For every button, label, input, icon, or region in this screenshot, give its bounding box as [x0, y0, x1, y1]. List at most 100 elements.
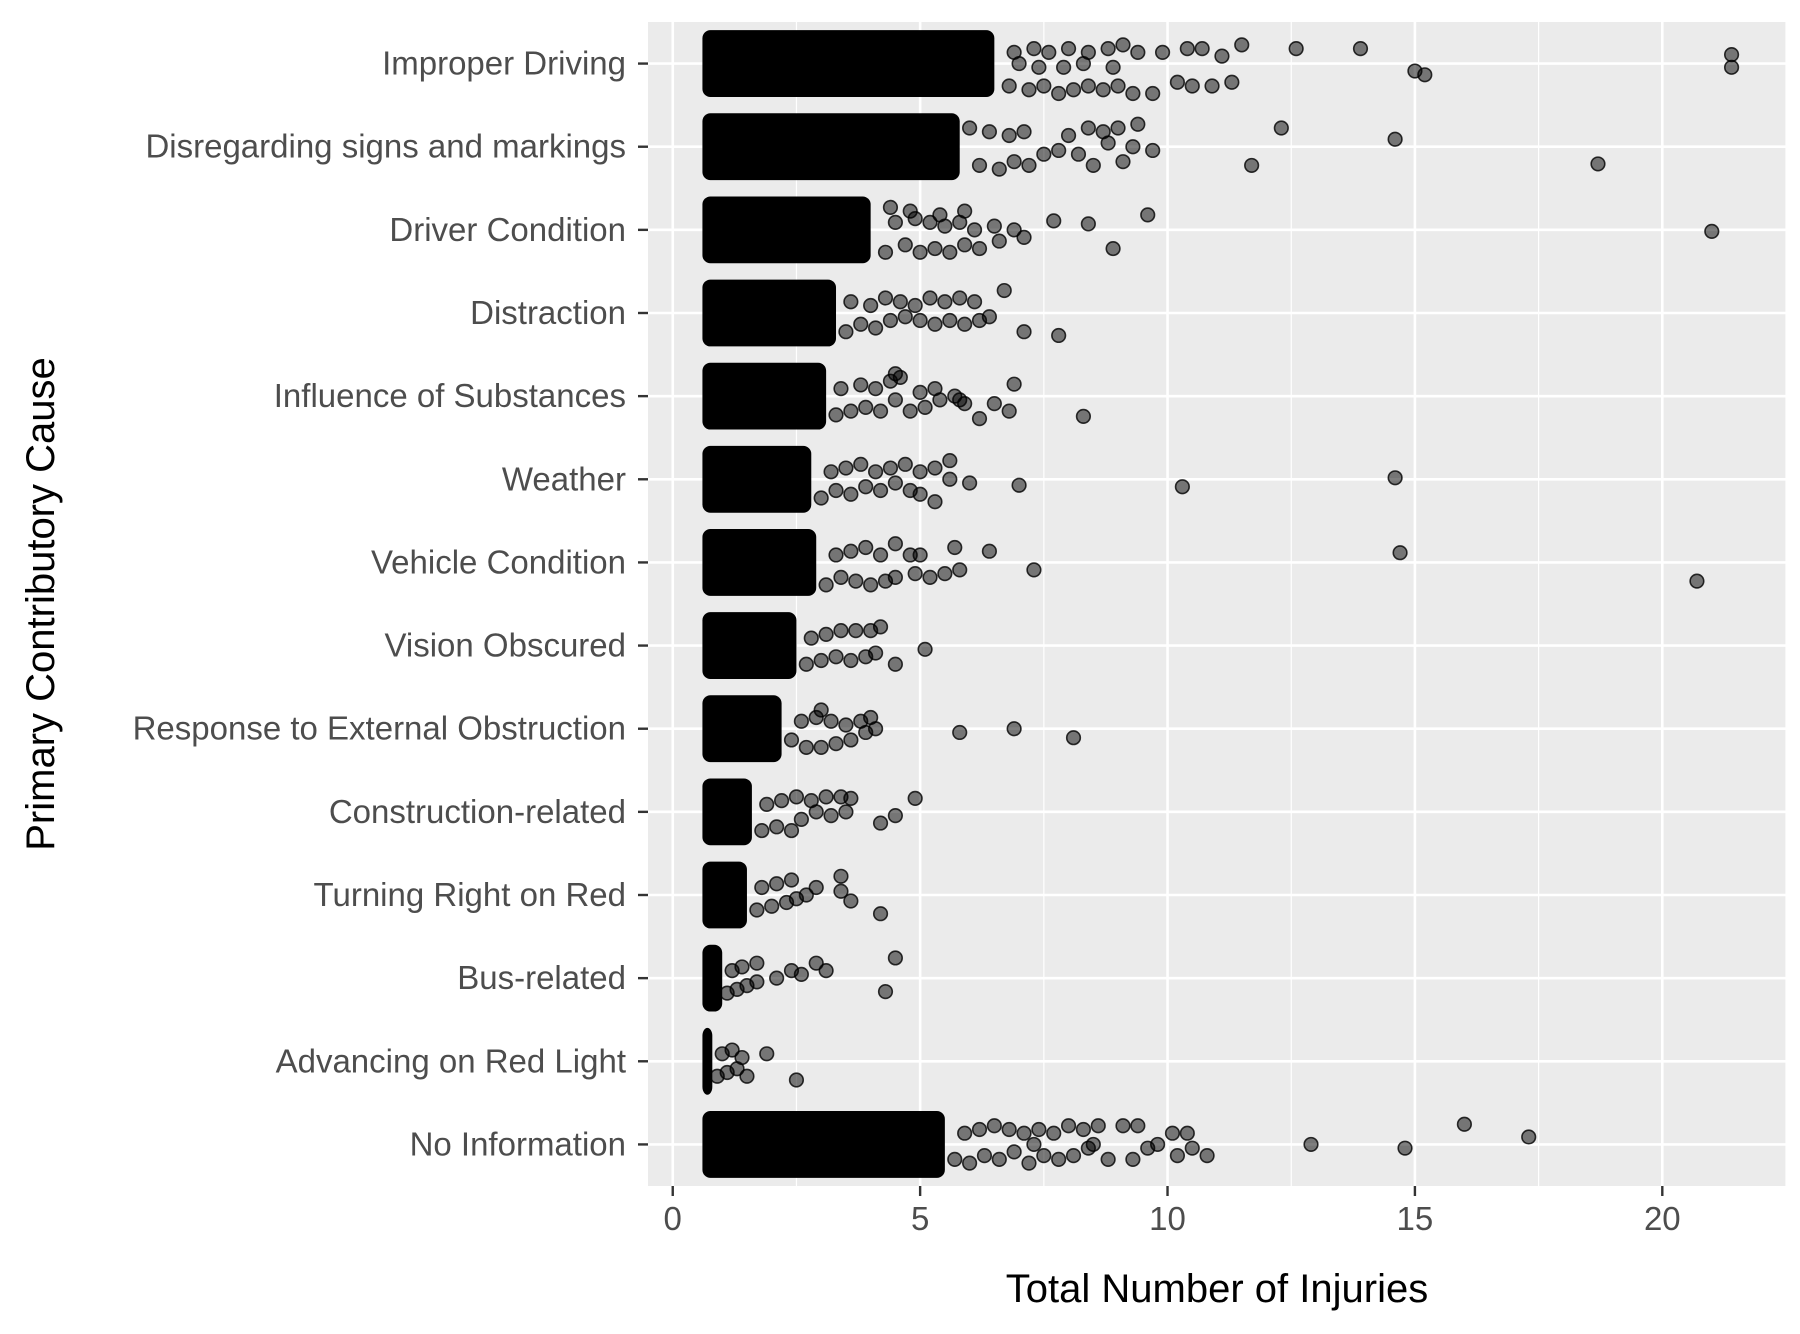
data-point	[872, 403, 889, 419]
data-point	[754, 822, 770, 839]
dense-point-cluster	[702, 196, 871, 264]
data-point	[966, 222, 983, 238]
data-point	[971, 157, 988, 174]
data-point	[1199, 1148, 1215, 1164]
data-point	[858, 479, 874, 495]
data-point	[912, 244, 928, 260]
data-point	[887, 536, 903, 552]
dense-point-cluster	[702, 695, 782, 763]
data-point	[957, 316, 973, 332]
data-point	[838, 460, 854, 476]
data-point	[843, 893, 859, 909]
data-point	[813, 490, 829, 506]
data-point	[872, 906, 889, 922]
data-point	[1125, 85, 1141, 102]
data-point	[1006, 154, 1022, 170]
data-point	[907, 566, 923, 582]
dense-point-cluster	[702, 445, 812, 513]
data-point	[788, 789, 805, 805]
data-point	[907, 297, 923, 314]
data-point	[1417, 67, 1433, 83]
dense-point-cluster	[702, 30, 995, 97]
data-point	[773, 793, 790, 809]
data-point	[843, 486, 859, 502]
data-point	[872, 547, 889, 563]
data-point	[1026, 1136, 1042, 1153]
data-point	[927, 240, 943, 257]
x-tick-label: 5	[911, 1200, 929, 1237]
data-point	[867, 381, 884, 397]
data-point	[996, 282, 1012, 299]
data-point	[823, 464, 839, 480]
data-point	[912, 464, 928, 480]
data-point	[833, 868, 849, 884]
data-point	[947, 1151, 963, 1167]
data-point	[783, 872, 800, 888]
data-point	[922, 569, 938, 585]
data-point	[952, 392, 968, 408]
data-point	[734, 1049, 750, 1066]
data-point	[1115, 154, 1131, 170]
y-tick-label: Response to External Obstruction	[133, 710, 626, 747]
data-point	[962, 475, 978, 491]
data-point	[887, 656, 903, 672]
data-point	[942, 244, 958, 260]
data-point	[803, 630, 819, 646]
y-tick-label: Turning Right on Red	[314, 876, 626, 913]
y-tick-label: Driver Condition	[389, 211, 626, 248]
data-point	[788, 1072, 805, 1088]
data-point	[783, 732, 800, 748]
data-point	[759, 1046, 775, 1062]
data-point	[937, 294, 953, 310]
data-point	[833, 381, 849, 397]
data-point	[1021, 157, 1037, 174]
data-point	[1110, 120, 1126, 136]
data-point	[1689, 573, 1705, 589]
data-point	[1125, 139, 1141, 155]
data-point	[882, 312, 899, 329]
data-point	[853, 456, 869, 472]
data-point	[1056, 59, 1072, 75]
data-point	[749, 974, 765, 990]
data-point	[843, 294, 859, 310]
data-point	[1075, 1121, 1092, 1138]
data-point	[863, 577, 879, 593]
data-point	[1031, 59, 1047, 75]
data-point	[887, 392, 903, 408]
data-point	[1100, 41, 1116, 57]
data-point	[922, 214, 938, 230]
data-point	[1051, 327, 1067, 344]
data-point	[976, 1148, 993, 1164]
dense-point-cluster	[702, 113, 960, 181]
y-tick-label: Vision Obscured	[384, 627, 626, 664]
data-point	[952, 724, 968, 741]
dense-point-cluster	[702, 529, 817, 596]
y-tick-label: Influence of Substances	[274, 377, 626, 414]
data-point	[897, 456, 913, 472]
data-point	[981, 309, 998, 325]
data-point	[1051, 142, 1067, 159]
data-point	[1051, 85, 1067, 102]
data-point	[858, 539, 874, 556]
data-point	[853, 316, 869, 332]
data-point	[971, 240, 988, 257]
data-point	[952, 562, 968, 578]
x-axis-ticks: 0 5 10 15 20	[664, 1186, 1681, 1237]
data-point	[907, 790, 923, 806]
data-point	[793, 713, 809, 729]
data-point	[818, 963, 834, 979]
data-point	[769, 876, 785, 892]
data-point	[922, 290, 938, 306]
data-point	[1456, 1116, 1472, 1132]
data-point	[1352, 41, 1369, 57]
data-point	[813, 739, 829, 756]
data-point	[1060, 1118, 1077, 1134]
data-point	[823, 807, 839, 824]
data-point	[1169, 74, 1186, 90]
data-point	[897, 309, 913, 325]
data-point	[1115, 1118, 1131, 1134]
dense-point-cluster	[702, 362, 827, 430]
data-point	[897, 237, 913, 253]
data-point	[1100, 1151, 1116, 1167]
data-point	[833, 883, 849, 899]
